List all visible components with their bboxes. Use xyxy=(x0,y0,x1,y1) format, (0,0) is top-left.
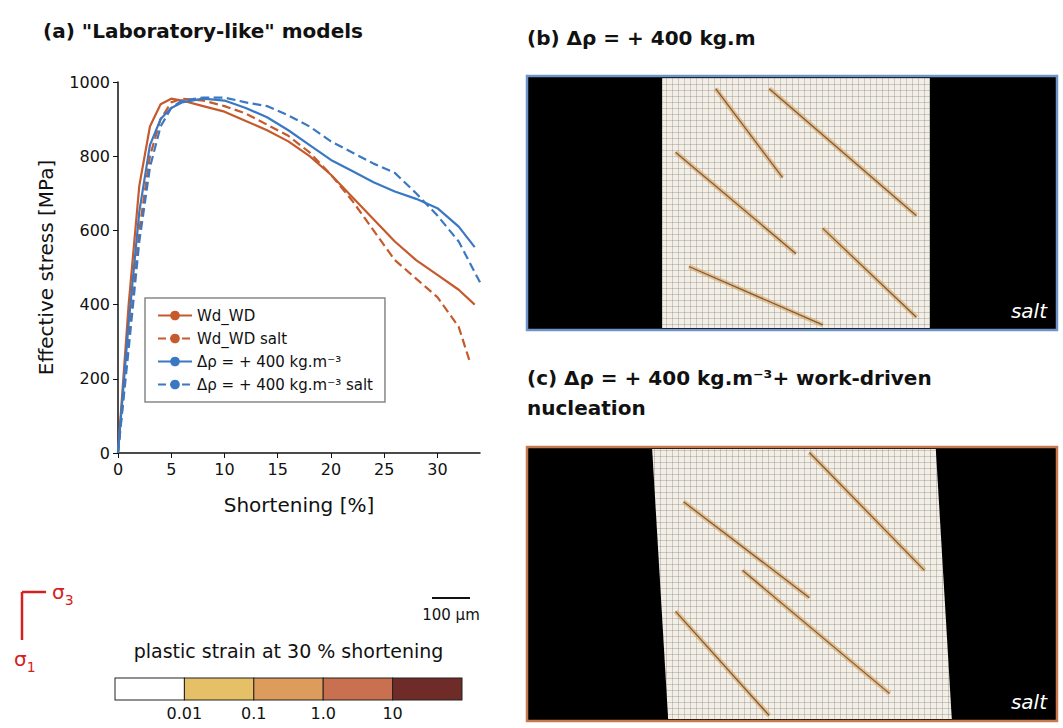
svg-text:σ3: σ3 xyxy=(52,580,74,608)
svg-text:1000: 1000 xyxy=(69,73,110,92)
svg-text:20: 20 xyxy=(321,460,341,479)
svg-text:10: 10 xyxy=(214,460,234,479)
svg-text:600: 600 xyxy=(79,221,110,240)
svg-text:plastic strain at 30 % shorten: plastic strain at 30 % shortening xyxy=(134,640,444,662)
svg-text:Δρ = + 400 kg.m⁻³: Δρ = + 400 kg.m⁻³ xyxy=(197,353,341,371)
svg-text:5: 5 xyxy=(166,460,176,479)
svg-text:0.1: 0.1 xyxy=(241,704,266,723)
svg-text:25: 25 xyxy=(374,460,394,479)
svg-text:100 µm: 100 µm xyxy=(422,606,480,624)
svg-text:15: 15 xyxy=(268,460,288,479)
svg-text:800: 800 xyxy=(79,147,110,166)
svg-text:1.0: 1.0 xyxy=(310,704,335,723)
svg-text:Effective stress [MPa]: Effective stress [MPa] xyxy=(34,160,58,375)
svg-text:salt: salt xyxy=(1011,690,1048,714)
svg-text:400: 400 xyxy=(79,295,110,314)
svg-text:10: 10 xyxy=(382,704,402,723)
svg-text:0.01: 0.01 xyxy=(167,704,203,723)
svg-text:Δρ = + 400 kg.m⁻³ salt: Δρ = + 400 kg.m⁻³ salt xyxy=(197,376,373,394)
svg-text:salt: salt xyxy=(1011,299,1048,323)
svg-text:200: 200 xyxy=(79,369,110,388)
svg-text:Shortening [%]: Shortening [%] xyxy=(224,493,375,517)
svg-text:(c) Δρ = + 400 kg.m⁻³+ work-dr: (c) Δρ = + 400 kg.m⁻³+ work-driven xyxy=(527,366,932,390)
svg-text:Wd_WD salt: Wd_WD salt xyxy=(197,330,287,349)
svg-text:0: 0 xyxy=(100,444,110,463)
svg-text:(a) "Laboratory-like" models: (a) "Laboratory-like" models xyxy=(43,19,363,43)
svg-text:nucleation: nucleation xyxy=(527,396,646,420)
svg-text:Wd_WD: Wd_WD xyxy=(197,307,255,326)
svg-text:σ1: σ1 xyxy=(14,647,36,675)
svg-text:0: 0 xyxy=(113,460,123,479)
svg-text:(b) Δρ = + 400 kg.m: (b) Δρ = + 400 kg.m xyxy=(527,26,756,50)
svg-text:30: 30 xyxy=(427,460,447,479)
